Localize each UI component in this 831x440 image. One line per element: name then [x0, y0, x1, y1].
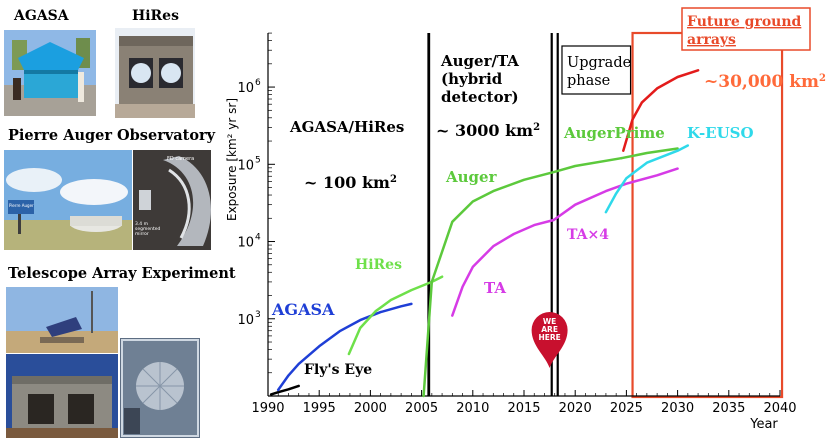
auger-ta-region-sub1: (hybrid	[441, 70, 503, 88]
y-tick-exponent: 4	[255, 233, 261, 243]
auger-fd-photo: FD camera 3.4 m segmented mirror	[133, 150, 211, 250]
upgrade-phase-label-line1: Upgrade	[567, 55, 631, 71]
photo-collage: AGASA HiRes Pierre Auger Observatory	[0, 0, 262, 440]
auger-sd-photo: Pierre Auger	[4, 150, 132, 250]
auger-sign-text: Pierre Auger	[9, 203, 34, 208]
ta-fd-photo	[6, 354, 118, 438]
y-tick-exponent: 6	[255, 78, 261, 88]
series-label-hires: HiRes	[355, 257, 402, 273]
x-axis-label: Year	[749, 417, 778, 432]
y-tick-exponent: 5	[255, 155, 261, 165]
x-tick-label: 2005	[405, 401, 438, 416]
series-label-augerprime: AugerPrime	[563, 124, 665, 142]
y-tick-label: 10	[237, 236, 254, 251]
y-tick-label: 10	[237, 158, 254, 173]
y-tick-label: 10	[237, 313, 254, 328]
upgrade-phase-box	[561, 45, 632, 95]
auger-ta-area: ~ 3000 km2	[436, 121, 540, 140]
we-are-here-text: WE	[543, 317, 556, 326]
x-tick-label: 2010	[456, 401, 489, 416]
future-ground-arrays-label-line1: Future ground	[687, 14, 802, 30]
x-tick-label: 2040	[763, 401, 796, 416]
hires-photo	[115, 28, 195, 118]
series-label-agasa: AGASA	[271, 300, 335, 319]
x-tick-label: 1995	[303, 401, 336, 416]
series-label-auger: Auger	[445, 168, 498, 186]
auger-ta-region-title: Auger/TA	[440, 52, 519, 70]
series-line-future-ground-arrays	[622, 69, 700, 152]
we-are-here-text: ARE	[541, 325, 558, 334]
series-line-auger	[422, 156, 623, 398]
auger-camera-text: FD camera	[167, 156, 195, 162]
we-are-here-text: HERE	[538, 333, 560, 342]
agasa-photo	[4, 30, 96, 116]
future-ground-arrays-label-line2: arrays	[687, 32, 736, 48]
x-tick-label: 2030	[661, 401, 694, 416]
y-axis-label: Exposure [km² yr sr]	[225, 98, 239, 221]
series-line-ta-4	[552, 167, 679, 222]
series-line-ta	[451, 218, 555, 317]
ta-mirror-photo	[120, 338, 200, 438]
future-area-label: ~30,000 km2	[704, 72, 826, 92]
series-label-ta4: TA×4	[567, 227, 609, 243]
x-tick-label: 2035	[712, 401, 745, 416]
series-line-augerprime	[620, 147, 679, 160]
series-label-ta: TA	[484, 279, 506, 297]
auger-ta-region-sub2: detector)	[441, 88, 519, 106]
hires-photo-title: HiRes	[132, 8, 179, 24]
y-tick-label: 10	[237, 81, 254, 96]
ta-photo-title: Telescope Array Experiment	[8, 265, 236, 282]
series-line-agasa	[276, 302, 413, 392]
x-tick-label: 2025	[610, 401, 643, 416]
x-tick-label: 2020	[559, 401, 592, 416]
future-ground-arrays-label-box	[681, 7, 811, 51]
series-label-keuso: K-EUSO	[687, 124, 754, 142]
we-are-here-pin	[531, 312, 568, 368]
x-tick-label: 2015	[507, 401, 540, 416]
x-tick-label: 1990	[251, 401, 284, 416]
upgrade-phase-label-line2: phase	[567, 73, 610, 89]
agasa-hires-region-title: AGASA/HiRes	[289, 118, 404, 136]
y-tick-exponent: 3	[255, 310, 261, 320]
x-tick-label: 2000	[354, 401, 387, 416]
series-label-flys-eye: Fly's Eye	[304, 362, 372, 378]
agasa-hires-area: ~ 100 km2	[304, 173, 397, 192]
series-line-k-euso	[604, 144, 690, 214]
series-line-fly-s-eye	[269, 384, 300, 396]
auger-photo-title: Pierre Auger Observatory	[8, 127, 216, 144]
agasa-photo-title: AGASA	[14, 8, 69, 24]
auger-mirror-text: 3.4 m segmented mirror	[135, 222, 161, 237]
ta-sd-photo	[6, 287, 118, 353]
